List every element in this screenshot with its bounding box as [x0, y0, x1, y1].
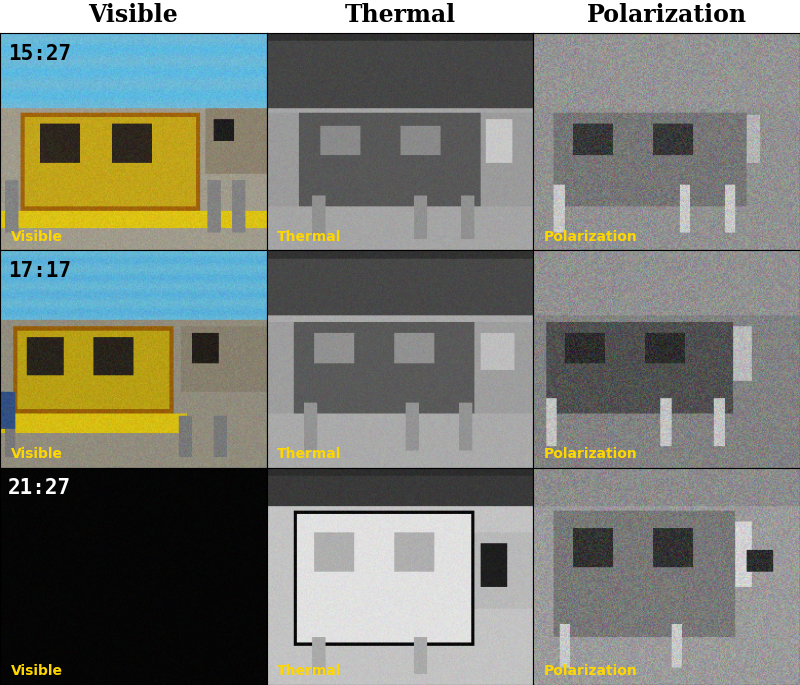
Text: Visible: Visible [10, 664, 62, 678]
Text: Visible: Visible [10, 447, 62, 461]
Text: Visible: Visible [10, 229, 62, 244]
Text: Thermal: Thermal [278, 664, 342, 678]
Text: Polarization: Polarization [544, 447, 638, 461]
Text: 17:17: 17:17 [8, 261, 71, 281]
Text: Polarization: Polarization [544, 229, 638, 244]
Text: Polarization: Polarization [544, 664, 638, 678]
Text: Thermal: Thermal [278, 229, 342, 244]
Text: 21:27: 21:27 [8, 479, 71, 499]
Text: Thermal: Thermal [345, 3, 455, 27]
Text: 15:27: 15:27 [8, 44, 71, 64]
Text: Polarization: Polarization [586, 3, 746, 27]
Text: Thermal: Thermal [278, 447, 342, 461]
Text: Visible: Visible [89, 3, 178, 27]
